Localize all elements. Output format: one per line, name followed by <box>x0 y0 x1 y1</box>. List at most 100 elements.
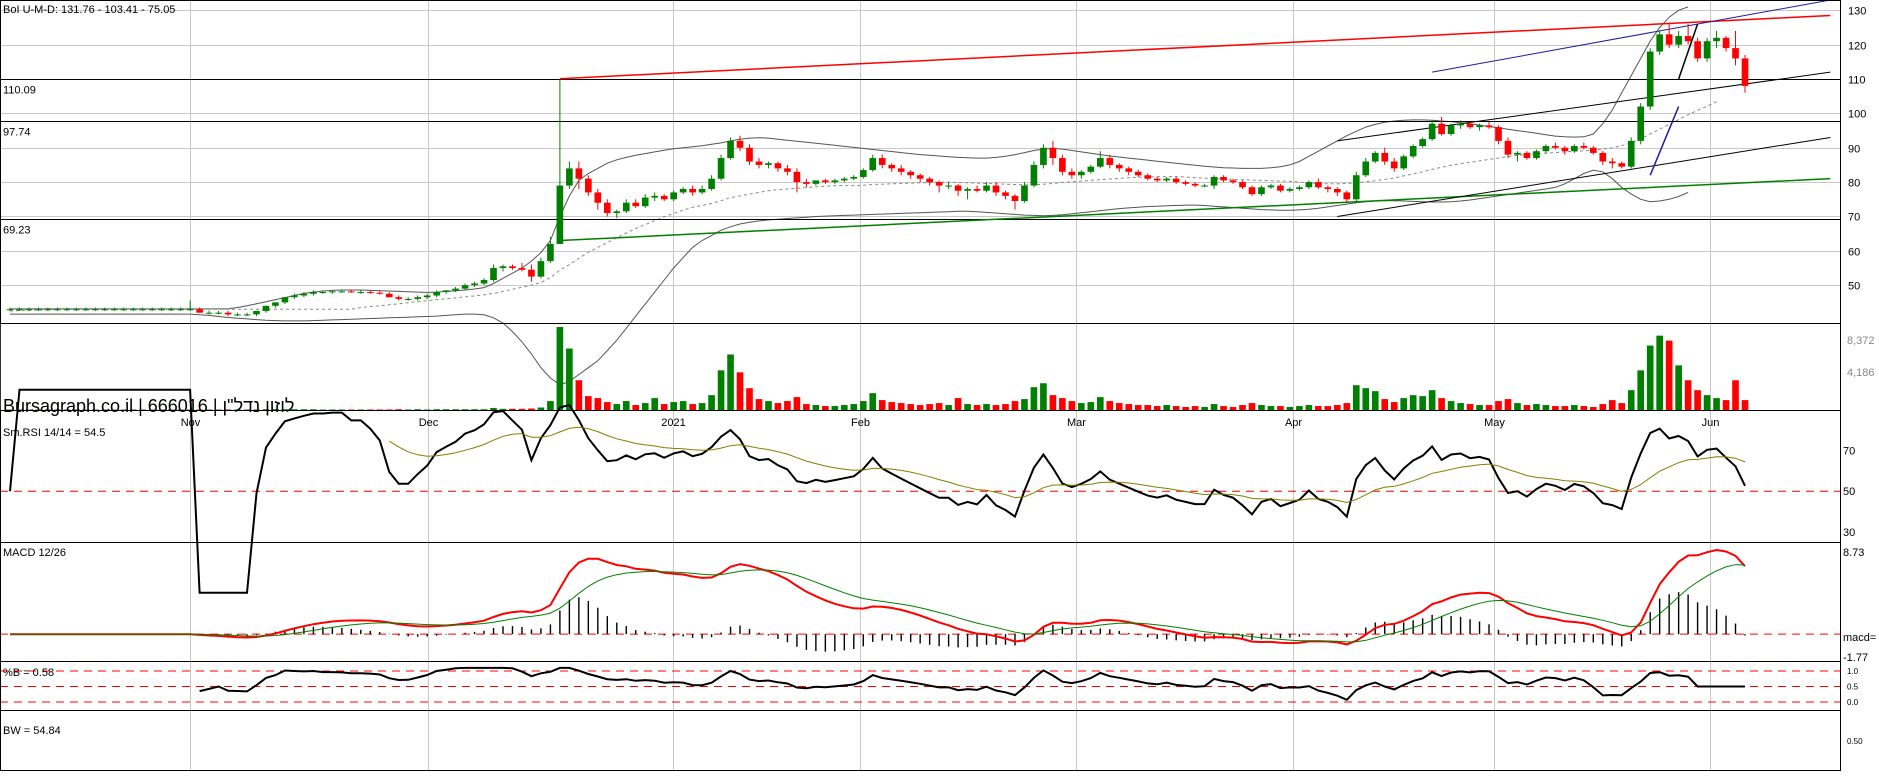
volume-bar <box>1078 403 1085 410</box>
volume-bar <box>537 407 545 410</box>
candle-body <box>518 268 526 270</box>
candle-body <box>1248 187 1256 195</box>
volume-bar <box>509 408 516 410</box>
volume-bar <box>1419 396 1426 410</box>
candle-body <box>310 292 317 294</box>
price-tick-label: 130 <box>1848 6 1866 18</box>
candle-body <box>793 171 801 183</box>
volume-bar <box>916 405 924 410</box>
volume-bar <box>1457 403 1464 410</box>
candle-body <box>1684 36 1692 42</box>
macd-label: MACD 12/26 <box>3 547 66 559</box>
volume-bar <box>1409 395 1417 410</box>
candle-body <box>774 163 782 169</box>
candle-body <box>1703 41 1711 59</box>
volume-bar <box>1258 405 1265 410</box>
candle-body <box>1457 123 1464 126</box>
candle-body <box>916 175 924 179</box>
volume-bar <box>433 409 440 410</box>
candle-body <box>25 309 33 311</box>
macd-bottom-label: -1.77 <box>1843 652 1868 664</box>
price-tick-label: 50 <box>1848 281 1860 293</box>
candle-body <box>262 305 270 311</box>
candle-body <box>537 261 545 277</box>
volume-bar <box>1533 404 1540 410</box>
volume-bar <box>1400 398 1408 410</box>
candle-body <box>281 297 289 303</box>
candle-body <box>869 158 877 171</box>
candle-body <box>1049 147 1057 159</box>
candle-body <box>1239 182 1246 188</box>
trend-lines: 110.09 97.74 69.23 <box>0 0 1840 242</box>
candle-body <box>357 292 365 294</box>
volume-bar <box>547 401 554 410</box>
volume-tick-label: 8,372 <box>1847 335 1875 347</box>
volume-bar <box>1675 365 1682 410</box>
candle-body <box>1656 34 1663 52</box>
volume-bar <box>1523 405 1531 410</box>
candle-body <box>784 168 791 172</box>
volume-bar <box>689 404 696 410</box>
candle-body <box>1589 147 1597 153</box>
candle-body <box>1305 182 1313 188</box>
macd-signal-line <box>10 564 1746 643</box>
volume-bar <box>528 408 535 410</box>
candle-body <box>177 309 184 311</box>
candle-body <box>803 182 810 184</box>
volume-bar <box>945 405 952 410</box>
month-tick-label: Apr <box>1285 417 1302 429</box>
volume-bar <box>585 396 592 410</box>
candle-body <box>205 312 213 314</box>
black-channel-lower <box>1337 136 1831 217</box>
volume-bar <box>414 409 421 410</box>
volume-bar <box>1172 406 1180 410</box>
volume-bar <box>1134 405 1142 410</box>
volume-bar <box>1191 406 1199 410</box>
pctb-tick-label: 0.0 <box>1847 698 1859 707</box>
volume-bar <box>1580 406 1588 410</box>
volume-bar <box>272 409 279 410</box>
volume-bar <box>670 402 677 410</box>
volume-bar <box>1163 405 1170 410</box>
candle-body <box>1191 183 1199 186</box>
candle-body <box>158 309 166 311</box>
candle-body <box>566 168 573 186</box>
candle-body <box>1599 152 1607 162</box>
volume-bar <box>1144 405 1152 410</box>
volume-bar <box>992 405 1000 410</box>
volume-bar <box>812 405 820 410</box>
volume-bar <box>1599 404 1607 410</box>
pctb-label: %B = 0.58 <box>3 667 54 679</box>
volume-bar <box>641 403 649 410</box>
candle-body <box>1210 176 1218 186</box>
volume-bar <box>395 409 403 410</box>
volume-bar <box>1011 401 1019 410</box>
volume-bar <box>556 327 564 410</box>
volume-bar <box>622 401 630 410</box>
candle-body <box>129 309 137 311</box>
volume-bar <box>300 409 308 410</box>
candle-body <box>452 288 459 291</box>
candle-body <box>1741 58 1749 86</box>
volume-bar <box>613 404 621 410</box>
candle-body <box>594 192 602 203</box>
volume-bar <box>765 401 772 410</box>
volume-bar <box>1504 399 1512 410</box>
candle-body <box>442 290 450 293</box>
panel-frame <box>0 710 1841 771</box>
candle-body <box>1172 178 1180 183</box>
candle-body <box>1713 37 1720 42</box>
volume-bar <box>708 395 715 410</box>
volume-bar <box>859 401 867 410</box>
volume-bar <box>784 401 791 410</box>
candle-body <box>395 297 403 299</box>
candle-body <box>1400 156 1408 169</box>
macd-line <box>10 548 1746 646</box>
candle-body <box>1315 182 1322 188</box>
volume-bar <box>1201 407 1208 410</box>
volume-bar <box>1153 406 1161 410</box>
volume-bar <box>822 406 829 410</box>
candle-body <box>490 268 497 281</box>
volume-bar <box>1362 388 1370 410</box>
